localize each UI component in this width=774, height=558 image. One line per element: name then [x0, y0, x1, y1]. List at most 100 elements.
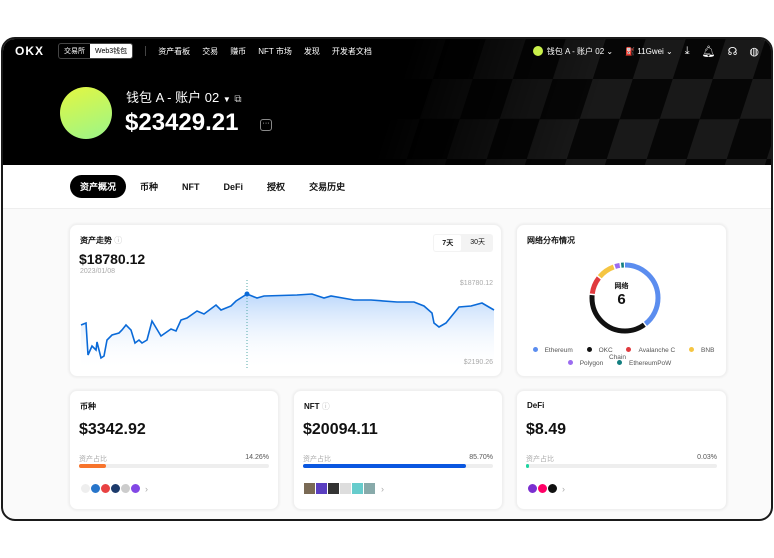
nav-link-earn[interactable]: 赚币 — [230, 46, 247, 56]
donut-slice-ethereum[interactable] — [589, 262, 661, 334]
card-title: 网络分布情况 — [527, 236, 575, 245]
tab-bar: 资产概况 币种 NFT DeFi 授权 交易历史 — [3, 165, 771, 209]
card-title: NFT ⓘ — [304, 402, 330, 411]
protocol-icons[interactable]: › — [527, 483, 565, 494]
data-point — [244, 291, 250, 297]
card-title: 资产走势 ⓘ — [80, 236, 123, 245]
gas-pump-icon: ⛽ — [625, 46, 636, 56]
token-icons[interactable]: › — [80, 483, 148, 494]
nft-thumbnails[interactable]: › — [304, 483, 384, 494]
legend-okc: OKC — [586, 347, 617, 354]
trend-chart[interactable] — [70, 225, 503, 378]
nft-thumbnail — [352, 483, 363, 494]
legend-bnb: BNB Chain — [609, 347, 715, 361]
defi-value: $8.49 — [526, 421, 567, 438]
card-title: DeFi — [527, 401, 545, 410]
trend-value: $18780.12 — [79, 251, 146, 267]
legend-avalanche: Avalanche C — [626, 347, 679, 354]
protocol-icon — [547, 483, 558, 494]
chevron-right-icon[interactable]: › — [562, 483, 565, 494]
range-30d[interactable]: 30天 — [470, 239, 485, 246]
nav-link-dashboard[interactable]: 资产看板 — [158, 46, 191, 56]
nft-card[interactable]: NFT ⓘ $20094.11 资产占比 85.70% › — [293, 390, 503, 510]
share-label: 资产占比 — [526, 456, 554, 463]
nav-link-discover[interactable]: 发现 — [303, 46, 320, 56]
mode-web3-wallet[interactable]: Web3钱包 — [90, 44, 133, 58]
wallet-selector[interactable]: 钱包 A - 账户 02 ▼ ⧉ — [126, 87, 242, 106]
okx-logo[interactable]: OKX — [15, 44, 45, 58]
bell-icon[interactable]: 🔔︎ — [701, 45, 716, 58]
info-icon[interactable]: ⓘ — [321, 402, 330, 411]
gas-value: 11Gwei — [637, 46, 664, 56]
trend-area — [81, 294, 494, 370]
network-donut — [589, 262, 661, 334]
nft-thumbnail — [340, 483, 351, 494]
legend-ethereum: Ethereum — [532, 347, 577, 354]
nft-thumbnail — [328, 483, 339, 494]
tab-nft[interactable]: NFT — [182, 181, 200, 192]
nft-thumbnail — [316, 483, 327, 494]
tokens-value: $3342.92 — [79, 421, 146, 438]
legend-row-1: Ethereum OKC Avalanche C BNB Chain — [517, 347, 726, 361]
tab-history[interactable]: 交易历史 — [309, 182, 346, 192]
card-title: 币种 — [80, 402, 96, 411]
share-bar-fill — [526, 464, 529, 468]
trend-date: 2023/01/08 — [80, 268, 116, 275]
nav-link-trade[interactable]: 交易 — [202, 46, 219, 56]
wallet-header: OKX 交易所 Web3钱包 资产看板 交易 赚币 NFT 市场 发现 开发者文… — [3, 39, 771, 165]
tab-approvals[interactable]: 授权 — [267, 182, 286, 192]
legend-ethereumpow: EthereumPoW — [617, 360, 675, 367]
share-bar — [303, 464, 493, 468]
share-bar — [79, 464, 269, 468]
info-icon[interactable]: ⓘ — [114, 236, 123, 245]
network-card: 网络分布情况 网络 6 Ethereum OKC Avalanche C BNB… — [516, 224, 727, 377]
mode-switch: 交易所 Web3钱包 — [58, 43, 134, 59]
range-toggle: 7天 30天 — [433, 234, 493, 252]
wallet-name: 钱包 A - 账户 02 — [126, 90, 220, 105]
download-icon[interactable]: ⤓ — [684, 44, 690, 57]
tokens-card[interactable]: 币种 $3342.92 资产占比 14.26% › — [69, 390, 279, 510]
nav-link-dev-docs[interactable]: 开发者文档 — [331, 46, 372, 56]
donut-slice-okc[interactable] — [589, 262, 661, 334]
divider — [145, 46, 147, 56]
defi-card[interactable]: DeFi $8.49 资产占比 0.03% › — [516, 390, 727, 510]
top-nav: OKX 交易所 Web3钱包 资产看板 交易 赚币 NFT 市场 发现 开发者文… — [3, 39, 771, 63]
nft-thumbnail — [304, 483, 315, 494]
chevron-right-icon[interactable]: › — [145, 483, 148, 494]
nft-value: $20094.11 — [303, 421, 378, 438]
y-min-label: $2190.26 — [463, 359, 493, 366]
globe-icon[interactable]: ◍ — [749, 45, 759, 58]
share-bar-fill — [303, 464, 466, 468]
caret-down-icon: ▼ — [222, 95, 231, 104]
wallet-avatar — [60, 87, 112, 139]
share-label: 资产占比 — [79, 456, 107, 463]
copy-icon[interactable]: ⧉ — [234, 94, 242, 105]
donut-center-value: 6 — [617, 291, 626, 308]
share-bar-fill — [79, 464, 107, 468]
tab-overview[interactable]: 资产概况 — [70, 175, 127, 198]
donut-center-label: 网络 — [614, 283, 629, 290]
nav-link-nft-market[interactable]: NFT 市场 — [258, 46, 292, 56]
chevron-right-icon[interactable]: › — [381, 483, 384, 494]
share-label: 资产占比 — [303, 456, 331, 463]
wallet-balance: $23429.21 — [125, 109, 239, 136]
range-7d[interactable]: 7天 — [434, 235, 462, 251]
share-percent: 0.03% — [697, 454, 717, 461]
legend-polygon: Polygon — [567, 360, 608, 367]
tab-tokens[interactable]: 币种 — [140, 182, 159, 192]
tab-defi[interactable]: DeFi — [223, 181, 244, 192]
share-bar — [526, 464, 717, 468]
trend-line — [80, 293, 495, 360]
gas-selector[interactable]: ⛽ 11Gwei ⌄ — [625, 46, 673, 56]
mode-exchange[interactable]: 交易所 — [64, 48, 86, 55]
account-avatar — [532, 46, 543, 57]
share-percent: 14.26% — [245, 454, 269, 461]
legend-row-2: Polygon EthereumPoW — [517, 360, 726, 367]
polygon-icon — [130, 483, 141, 494]
y-max-label: $18780.12 — [459, 280, 493, 287]
account-switcher[interactable]: 钱包 A - 账户 02 ⌄ — [532, 46, 613, 57]
more-icon[interactable]: ··· — [260, 119, 272, 131]
account-name: 钱包 A - 账户 02 — [546, 46, 605, 56]
headset-icon[interactable]: ☊ — [727, 45, 738, 58]
asset-trend-card: 资产走势 ⓘ $18780.12 2023/01/08 7天 30天 $1878… — [69, 224, 502, 377]
